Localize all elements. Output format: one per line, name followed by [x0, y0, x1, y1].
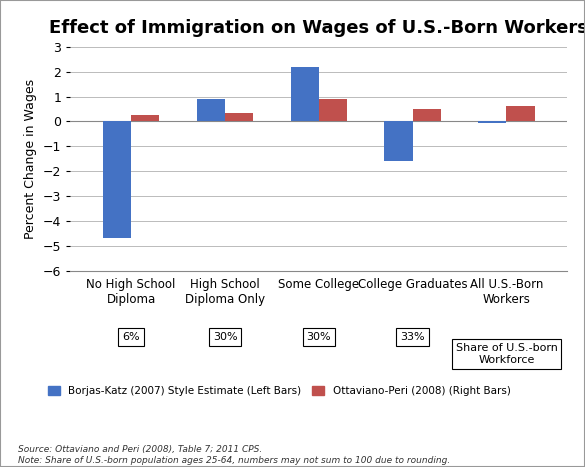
Bar: [131, 115, 159, 121]
Bar: [291, 67, 319, 121]
Legend: Borjas-Katz (2007) Style Estimate (Left Bars), Ottaviano-Peri (2008) (Right Bars: Borjas-Katz (2007) Style Estimate (Left …: [43, 382, 515, 400]
Bar: [225, 113, 253, 121]
Text: Share of U.S.-born
Workforce: Share of U.S.-born Workforce: [456, 343, 558, 365]
Bar: [412, 109, 441, 121]
Text: 6%: 6%: [122, 332, 140, 342]
Text: Source: Ottaviano and Peri (2008), Table 7; 2011 CPS.
Note: Share of U.S.-born p: Source: Ottaviano and Peri (2008), Table…: [18, 445, 450, 465]
Text: 30%: 30%: [213, 332, 238, 342]
Y-axis label: Percent Change in Wages: Percent Change in Wages: [24, 79, 37, 239]
Bar: [384, 121, 412, 161]
Bar: [103, 121, 131, 239]
Title: Effect of Immigration on Wages of U.S.-Born Workers: Effect of Immigration on Wages of U.S.-B…: [49, 19, 585, 37]
Bar: [507, 106, 535, 121]
Text: 30%: 30%: [307, 332, 331, 342]
Bar: [319, 99, 347, 121]
Bar: [197, 99, 225, 121]
Bar: [479, 121, 507, 123]
Text: 33%: 33%: [400, 332, 425, 342]
